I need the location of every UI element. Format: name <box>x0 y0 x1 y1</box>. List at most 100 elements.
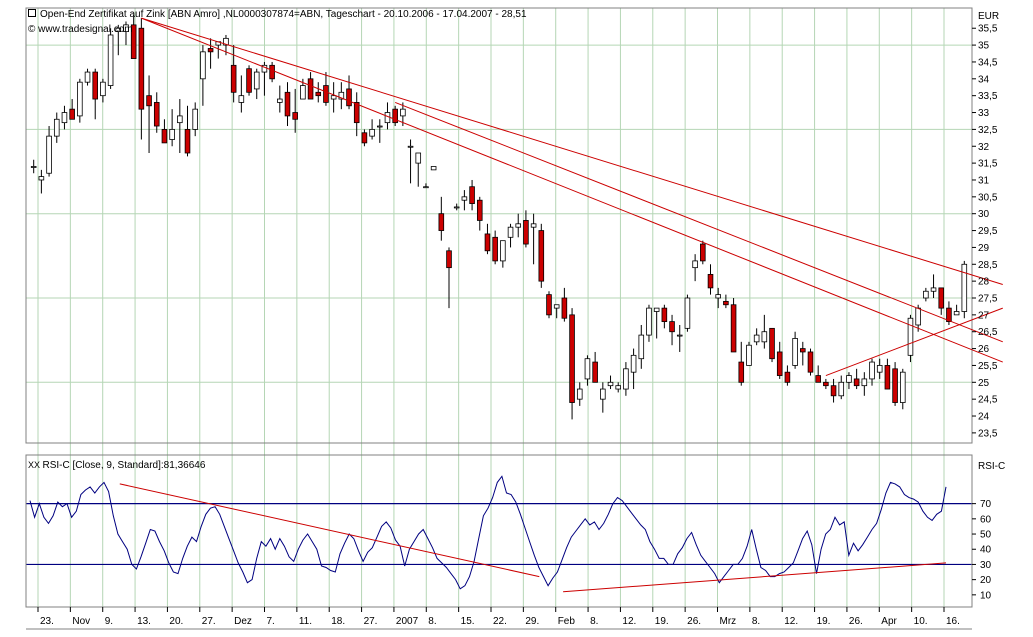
date-tick-label: 26. <box>849 616 863 627</box>
date-tick-label: 27. <box>202 616 216 627</box>
chart-title-text: Open-End Zertifikat auf Zink [ABN Amro] … <box>40 9 527 20</box>
candle-body <box>515 223 522 228</box>
candle-body <box>246 68 252 93</box>
price-trendline <box>141 17 1003 363</box>
candle-body <box>899 371 906 403</box>
date-tick-label: 7. <box>267 616 275 627</box>
candle-body <box>784 371 791 383</box>
price-tick-label: 30,5 <box>978 192 998 203</box>
candle-body <box>823 381 829 387</box>
price-tick-label: 28 <box>978 277 990 288</box>
source-label: © www.tradesignal.com <box>28 24 133 35</box>
candle-body <box>430 166 437 171</box>
candle-body <box>530 223 537 228</box>
candle-body <box>223 37 229 46</box>
candle-body <box>69 108 75 120</box>
rsi-series-line <box>29 475 947 590</box>
candle-body <box>330 95 337 100</box>
candle-body <box>446 250 452 269</box>
candle-body <box>523 220 529 245</box>
chart-settings-icon[interactable] <box>28 9 36 17</box>
candle-body <box>961 263 968 312</box>
candle-body <box>807 351 814 373</box>
candle-body <box>130 24 137 59</box>
source-text: © www.tradesignal.com <box>28 24 133 35</box>
candle-body <box>353 102 360 124</box>
date-tick-label: Feb <box>558 616 576 627</box>
price-tick-label: 34 <box>978 74 990 85</box>
candle-body <box>123 24 129 33</box>
candle-body <box>338 91 345 100</box>
price-tick-label: 30 <box>978 209 990 220</box>
candle-body <box>346 88 352 107</box>
candle-body <box>192 108 198 130</box>
candle-body <box>876 365 883 373</box>
rsi-title-text: RSI-C [Close, 9, Standard]:81,36646 <box>42 460 206 471</box>
candle-body <box>461 196 468 201</box>
candle-body <box>200 51 206 80</box>
candle-body <box>600 388 606 400</box>
date-tick-label: 12. <box>784 616 798 627</box>
date-tick-label: Apr <box>881 616 897 627</box>
candle-body <box>884 365 891 390</box>
rsi-axis-label: RSI-C <box>978 461 1006 472</box>
price-tick-label: 29,5 <box>978 226 998 237</box>
candle-body <box>707 273 714 289</box>
candle-body <box>453 206 460 209</box>
candle-body <box>230 64 237 93</box>
candle-body <box>815 375 821 383</box>
candle-body <box>469 186 475 204</box>
date-tick-label: Mrz <box>720 616 737 627</box>
date-tick-label: 9. <box>105 616 113 627</box>
candle-body <box>277 98 283 103</box>
candle-body <box>607 381 614 387</box>
rsi-title: XX RSI-C [Close, 9, Standard]:81,36646 <box>28 460 205 471</box>
rsi-icon[interactable]: XX <box>28 460 43 470</box>
date-tick-label: 8. <box>752 616 760 627</box>
candle-body <box>792 338 798 366</box>
price-tick-label: 26,5 <box>978 327 998 338</box>
frame-layer <box>25 7 973 630</box>
candle-body <box>592 361 598 383</box>
candle-body <box>623 368 629 390</box>
date-tick-label: 16. <box>946 616 960 627</box>
candle-body <box>415 152 422 164</box>
candle-body <box>646 307 652 336</box>
candle-body <box>292 112 298 120</box>
candle-body <box>861 378 868 387</box>
date-tick-label: Nov <box>72 616 90 627</box>
date-tick-label: 2007 <box>396 616 419 627</box>
candle-body <box>438 213 445 231</box>
candle-body <box>307 78 314 100</box>
candle-body <box>561 297 568 319</box>
rsi-tick-label: 40 <box>980 545 992 556</box>
candle-body <box>723 300 729 306</box>
candle-body <box>630 354 637 373</box>
price-tick-label: 32,5 <box>978 125 998 136</box>
candle-body <box>846 375 852 383</box>
date-tick-label: 15. <box>461 616 475 627</box>
candle-body <box>300 85 306 100</box>
candle-body <box>407 145 414 148</box>
candle-body <box>730 304 737 353</box>
candle-body <box>684 297 691 329</box>
candle-body <box>377 125 383 128</box>
rsi-tick-label: 10 <box>980 590 992 601</box>
date-tick-label: 8. <box>428 616 436 627</box>
candle-body <box>538 230 545 282</box>
candle-body <box>207 48 214 53</box>
candle-body <box>830 385 837 397</box>
date-tick-label: 23. <box>40 616 54 627</box>
price-tick-label: 24 <box>978 412 990 423</box>
candle-body <box>907 317 914 356</box>
candle-body <box>38 176 45 181</box>
candle-body <box>284 91 291 117</box>
rsi-tick-label: 60 <box>980 514 992 525</box>
candle-body <box>853 378 860 387</box>
price-tick-label: 35,5 <box>978 24 998 35</box>
candle-body <box>738 361 745 383</box>
candle-body <box>161 128 168 144</box>
labels-layer: 23,5 24 24,5 25 25,5 26 26,5 27 27,5 28 28,5 29 29,5… <box>37 24 998 627</box>
candle-body <box>30 166 37 168</box>
price-tick-label: 24,5 <box>978 395 998 406</box>
